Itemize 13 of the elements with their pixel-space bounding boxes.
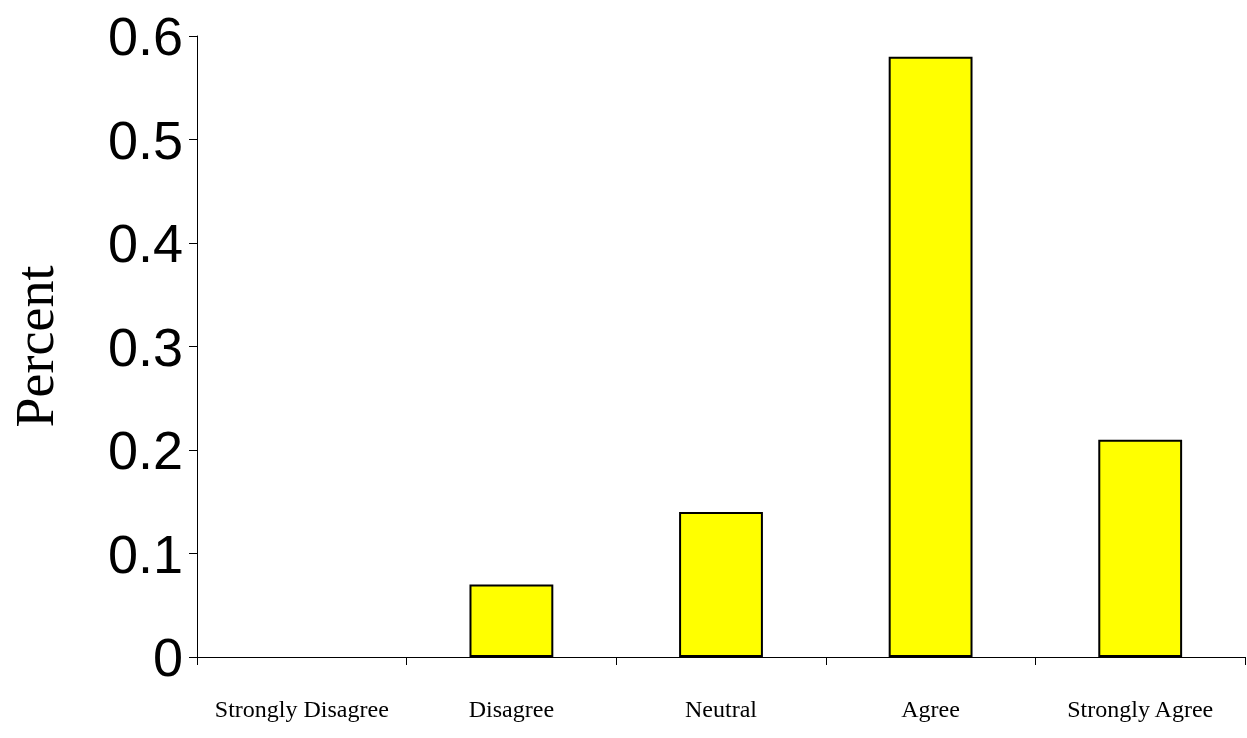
x-tick-label: Disagree xyxy=(468,696,555,722)
y-tick-label: 0.6 xyxy=(107,6,183,66)
y-tick-label: 0 xyxy=(152,627,183,687)
y-tick-label: 0.1 xyxy=(107,523,183,584)
x-tick-label: Neutral xyxy=(685,696,758,722)
x-tick-label: Strongly Agree xyxy=(1067,696,1214,722)
x-tick-label: Strongly Disagree xyxy=(214,696,389,722)
y-tick-label: 0.3 xyxy=(107,316,183,377)
y-tick-label: 0.4 xyxy=(107,213,183,273)
y-tick-label: 0.2 xyxy=(107,420,183,480)
y-tick-label: 0.5 xyxy=(107,109,183,170)
y-axis-title: Percent xyxy=(5,265,65,428)
x-tick-label: Agree xyxy=(901,696,960,722)
